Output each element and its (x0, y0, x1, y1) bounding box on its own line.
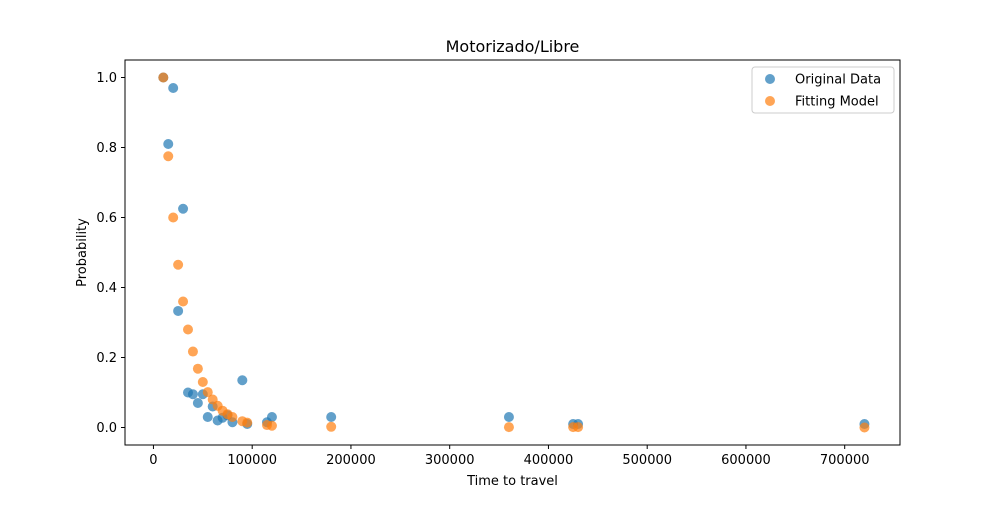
fitting-model-point (266, 420, 277, 431)
x-axis-label: Time to travel (466, 474, 558, 489)
fitting-model-point (573, 422, 584, 433)
chart-title: Motorizado/Libre (446, 37, 580, 56)
original-data-point (163, 139, 174, 149)
y-tick-label: 0.4 (96, 281, 117, 296)
fitting-model-point (168, 212, 179, 223)
original-data-point (326, 412, 337, 422)
original-data-point (503, 412, 514, 422)
fitting-model-point (242, 417, 253, 428)
x-axis-ticks: 0 100000 200000 300000 400000 500000 600000 700… (149, 445, 870, 468)
x-tick-label: 0 (149, 453, 157, 468)
legend-marker-fitting-model (765, 96, 775, 106)
original-data-point (168, 83, 179, 93)
x-tick-label: 400000 (524, 453, 574, 468)
plot-frame (124, 59, 901, 446)
fitting-model-point (503, 422, 514, 433)
fitting-model-point (173, 259, 184, 270)
original-data-point (192, 398, 203, 408)
original-data-point (178, 203, 189, 214)
fitting-model-point (192, 363, 203, 374)
fitting-model-point (178, 296, 189, 307)
original-data-point (202, 412, 213, 422)
fitting-model-point (202, 387, 213, 398)
fitting-model-point (227, 412, 238, 422)
y-tick-label: 1.0 (96, 71, 117, 86)
fitting-model-point (183, 324, 194, 335)
legend-marker-original-data (765, 74, 775, 84)
y-tick-label: 0.0 (96, 421, 117, 436)
x-tick-label: 300000 (425, 453, 475, 468)
fitting-model-point (163, 151, 174, 162)
fitting-model-point (859, 422, 870, 433)
fitting-model-point (158, 72, 169, 83)
y-axis-label: Probability (75, 218, 90, 287)
original-data-point (266, 412, 277, 422)
x-tick-label: 600000 (721, 453, 771, 468)
y-tick-label: 0.6 (96, 211, 117, 226)
legend: Original Data Fitting Model (751, 66, 895, 114)
legend-label-original-data: Original Data (795, 73, 881, 88)
x-tick-label: 700000 (820, 453, 870, 468)
data-points (158, 72, 870, 433)
legend-box (751, 66, 895, 114)
y-tick-label: 0.8 (96, 141, 117, 156)
y-axis-ticks: 0.0 0.2 0.4 0.6 0.8 1.0 (96, 71, 125, 436)
original-data-point (187, 389, 198, 400)
fitting-model-point (197, 377, 208, 387)
y-tick-label: 0.2 (96, 351, 117, 366)
x-tick-label: 100000 (227, 453, 277, 468)
fitting-model-point (187, 346, 198, 357)
original-data-point (237, 375, 248, 386)
fitting-model-point (326, 421, 337, 432)
x-tick-label: 500000 (622, 453, 672, 468)
original-data-point (173, 305, 184, 316)
legend-label-fitting-model: Fitting Model (795, 95, 879, 110)
x-tick-label: 200000 (326, 453, 376, 468)
